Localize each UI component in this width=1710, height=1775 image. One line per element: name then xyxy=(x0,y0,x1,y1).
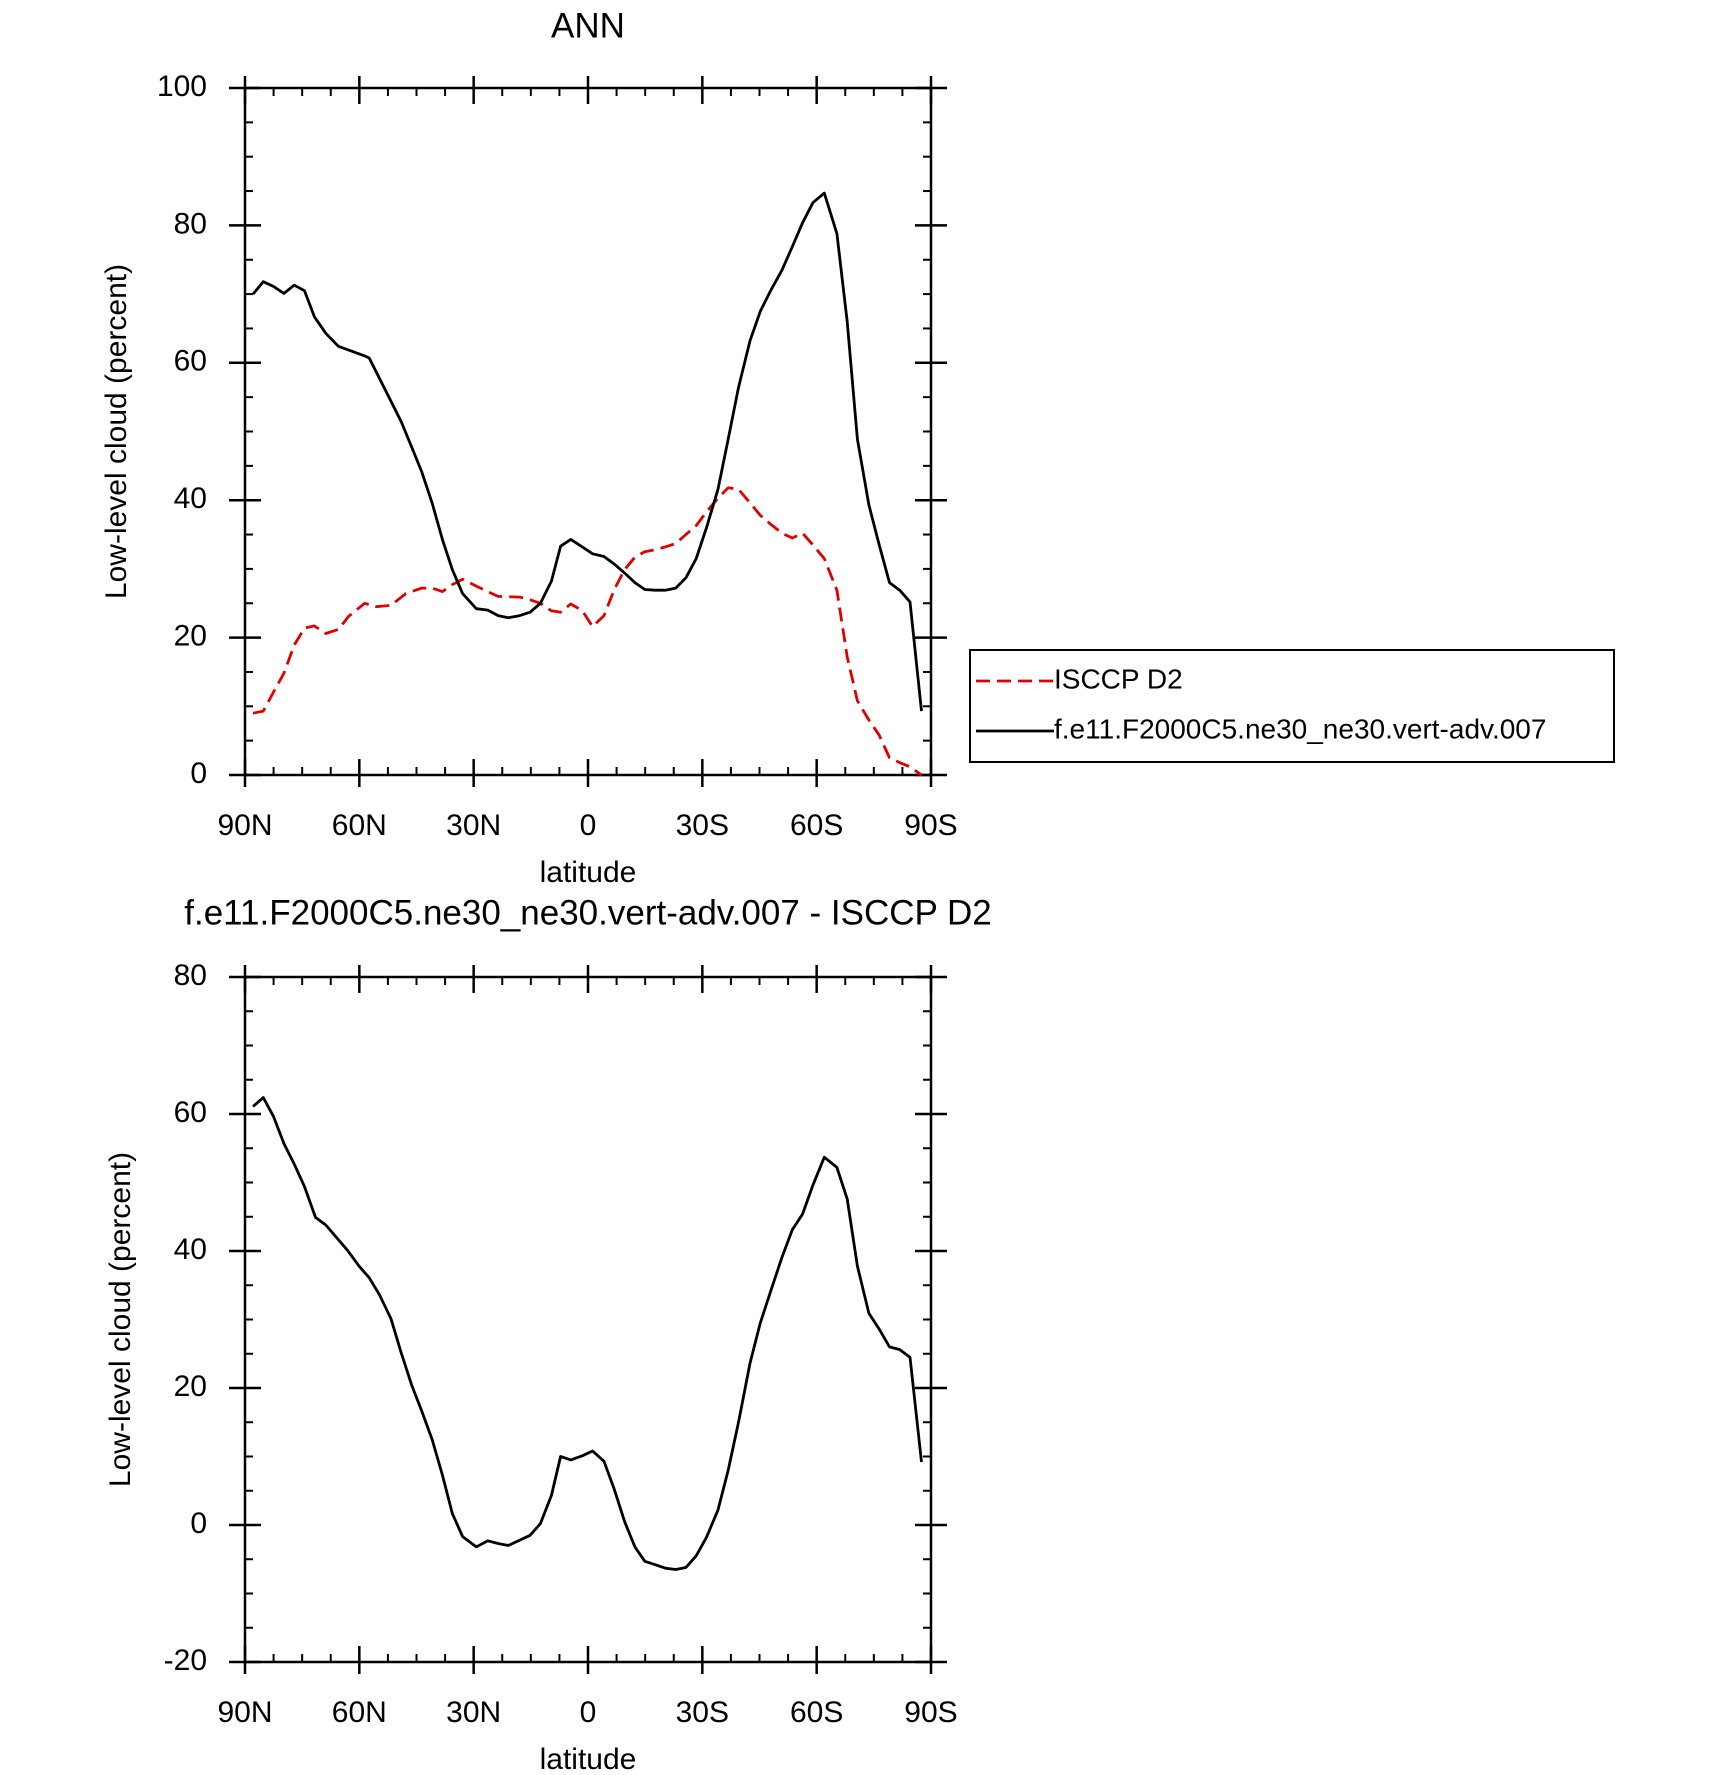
plot-frame xyxy=(243,975,933,1664)
x-tick-label: 90N xyxy=(217,809,272,842)
y-tick-label: 0 xyxy=(190,757,207,790)
legend-box xyxy=(969,649,1615,763)
x-tick-label: 30N xyxy=(446,809,501,842)
y-tick-label: 80 xyxy=(174,959,207,992)
y-tick-label: -20 xyxy=(164,1644,207,1677)
y-tick-label: 20 xyxy=(174,1370,207,1403)
y-axis-label: Low-level cloud (percent) xyxy=(100,264,133,599)
data-line xyxy=(251,191,923,712)
data-line xyxy=(252,1096,923,1571)
x-tick-label: 0 xyxy=(580,1696,597,1729)
x-tick-label: 90S xyxy=(904,1696,957,1729)
y-tick-label: 60 xyxy=(174,1096,207,1129)
x-tick-label: 30S xyxy=(676,1696,729,1729)
x-tick-label: 0 xyxy=(580,809,597,842)
x-tick-label: 60S xyxy=(790,1696,843,1729)
x-tick-label: 30S xyxy=(676,809,729,842)
y-axis-label: Low-level cloud (percent) xyxy=(104,1152,137,1487)
x-tick-label: 90S xyxy=(904,809,957,842)
x-tick-label: 30N xyxy=(446,1696,501,1729)
y-tick-label: 20 xyxy=(174,620,207,653)
y-tick-label: 40 xyxy=(174,1233,207,1266)
x-tick-label: 60N xyxy=(332,809,387,842)
legend-label: ISCCP D2 xyxy=(1054,663,1183,694)
plot-frame xyxy=(243,86,933,777)
x-tick-label: 90N xyxy=(217,1696,272,1729)
y-tick-label: 60 xyxy=(174,345,207,378)
chart-title: ANN xyxy=(551,6,625,45)
x-axis-label: latitude xyxy=(540,1743,637,1775)
chart-title: f.e11.F2000C5.ne30_ne30.vert-adv.007 - I… xyxy=(184,893,991,932)
y-tick-label: 40 xyxy=(174,482,207,515)
data-line xyxy=(252,486,923,777)
y-tick-label: 0 xyxy=(190,1507,207,1540)
y-tick-label: 80 xyxy=(174,207,207,240)
legend-label: f.e11.F2000C5.ne30_ne30.vert-adv.007 xyxy=(1054,713,1546,744)
x-axis-label: latitude xyxy=(540,856,637,889)
x-tick-label: 60S xyxy=(790,809,843,842)
y-tick-label: 100 xyxy=(157,70,207,103)
x-tick-label: 60N xyxy=(332,1696,387,1729)
